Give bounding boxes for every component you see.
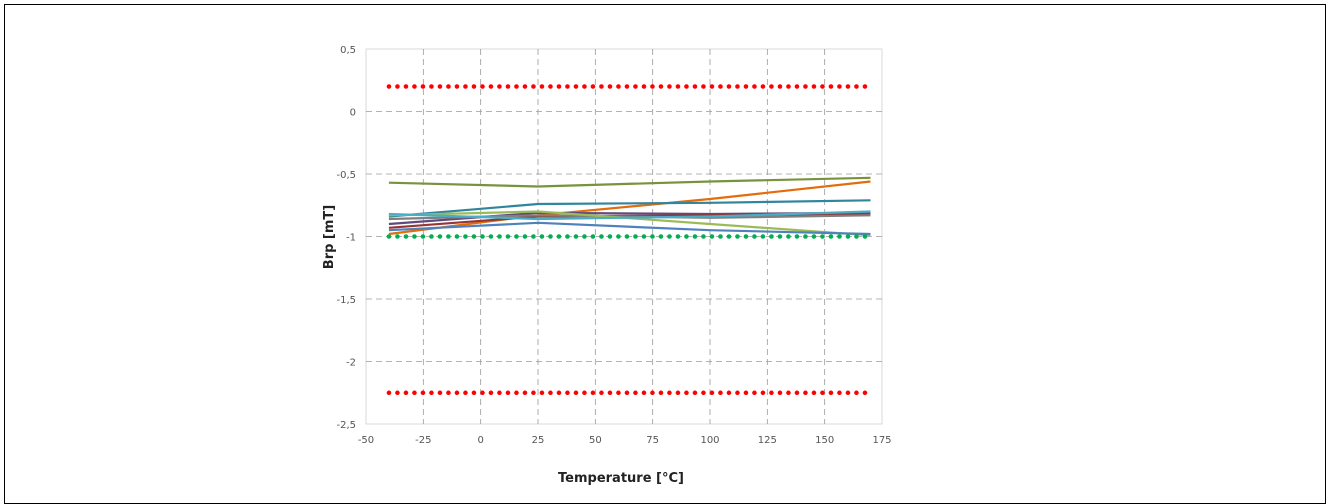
x-tick-label: 175 bbox=[872, 435, 891, 446]
x-tick-label: 150 bbox=[815, 435, 834, 446]
x-tick-label: -25 bbox=[415, 435, 431, 446]
x-tick-label: 100 bbox=[700, 435, 719, 446]
x-axis-title: Temperature [°C] bbox=[558, 471, 684, 486]
y-tick-label: 0,5 bbox=[340, 45, 356, 56]
y-tick-label: -2,5 bbox=[336, 420, 356, 431]
x-tick-label: 75 bbox=[646, 435, 659, 446]
y-tick-label: -1 bbox=[346, 233, 356, 244]
x-tick-label: 0 bbox=[477, 435, 483, 446]
x-tick-label: -50 bbox=[358, 435, 374, 446]
y-tick-label: -0,5 bbox=[336, 170, 356, 181]
x-tick-label: 50 bbox=[589, 435, 602, 446]
x-tick-label: 25 bbox=[532, 435, 545, 446]
tick-labels: -50 -25 0 25 50 75 100 125 150 175 -2,5 -2 -1,5 -1 -0,… bbox=[336, 45, 891, 446]
series-line bbox=[388, 210, 871, 221]
series-line bbox=[388, 176, 871, 188]
y-tick-label: -1,5 bbox=[336, 295, 356, 306]
series-group bbox=[386, 84, 873, 396]
series-line bbox=[388, 180, 871, 236]
y-tick-label: -2 bbox=[346, 358, 356, 369]
y-tick-label: 0 bbox=[350, 108, 356, 119]
x-tick-label: 125 bbox=[758, 435, 777, 446]
chart-frame bbox=[4, 4, 1326, 504]
y-axis-title: Brp [mT] bbox=[322, 205, 337, 269]
series-line bbox=[388, 199, 871, 218]
series-line bbox=[388, 221, 871, 236]
